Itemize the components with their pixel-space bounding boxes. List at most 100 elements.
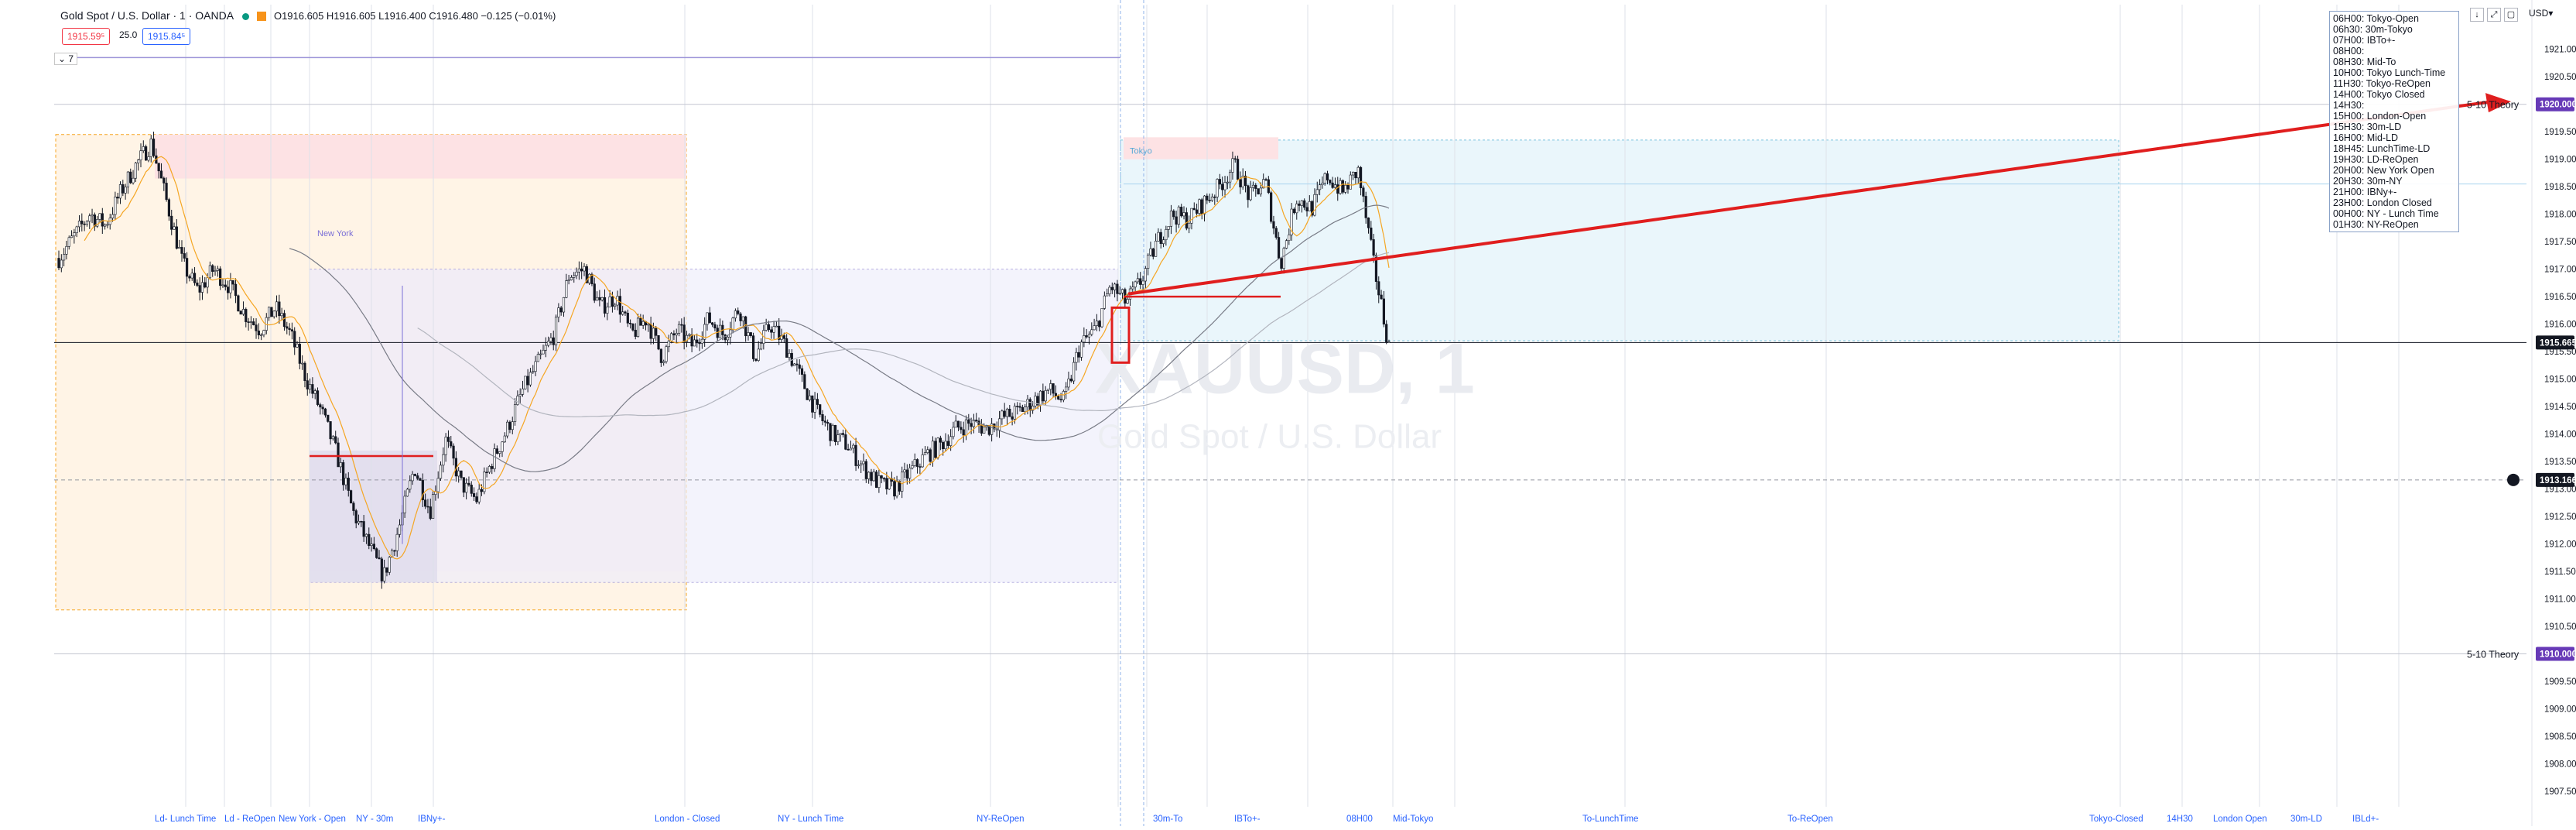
candle-body (534, 361, 537, 372)
ma-fast (84, 156, 1390, 560)
candle-body (792, 363, 796, 366)
candle-body (227, 286, 230, 293)
candle-body (198, 285, 201, 293)
candle-body (1326, 173, 1329, 180)
sell-button[interactable]: 1915.59⁵ (62, 28, 111, 45)
candle-body (734, 310, 737, 319)
candle-body (224, 284, 227, 287)
candle-body (431, 494, 435, 519)
candle-body (1172, 211, 1175, 218)
candle-body (249, 321, 253, 323)
candle-body (186, 258, 189, 277)
candle-body (1042, 390, 1045, 402)
candle-body (737, 310, 740, 314)
fullscreen-icon[interactable]: ⤢ (2487, 8, 2501, 22)
candle-body (1239, 179, 1242, 187)
candle-body (980, 424, 983, 434)
session-time-label: 30m-To (1153, 815, 1182, 824)
candle-body (1036, 396, 1039, 406)
candle-body (529, 372, 532, 386)
candle-body (905, 469, 908, 479)
candle-body (893, 481, 896, 497)
candle-body (819, 404, 822, 415)
candle-body (316, 390, 320, 405)
candle-body (747, 332, 750, 337)
currency-selector[interactable]: USD▾ (2529, 8, 2554, 19)
candle-body (188, 276, 191, 279)
candle-body (1216, 179, 1219, 197)
candle-body (1274, 228, 1278, 238)
session-time-label: NY - 30m (356, 815, 393, 824)
candle-body (944, 441, 947, 450)
candle-body (952, 427, 955, 437)
candle-body (1083, 335, 1086, 343)
crosshair-price-tag: 1913.166 (2540, 476, 2576, 485)
candle-body (983, 427, 986, 434)
square-icon[interactable]: ▢ (2504, 8, 2518, 22)
candle-body (1038, 390, 1042, 406)
candle-body (759, 343, 763, 350)
candle-body (854, 444, 857, 466)
candle-body (1344, 184, 1347, 193)
candle-body (570, 277, 573, 280)
candle-body (911, 465, 914, 468)
candle-body (649, 324, 652, 339)
candle-body (862, 461, 865, 465)
indicator-collapse-toggle[interactable]: ⌄ 7 (54, 53, 78, 65)
candle-body (749, 332, 752, 336)
session-time-label: IBTo+- (1234, 815, 1261, 824)
candle-body (1202, 195, 1206, 214)
y-tick-label: 1915.500 (2544, 348, 2576, 357)
session-time-label: To-LunchTime (1582, 815, 1638, 824)
candle-body (1313, 194, 1316, 216)
session-time-label: 08H00 (1346, 815, 1373, 824)
candle-body (77, 221, 81, 228)
candle-body (655, 328, 658, 336)
candle-body (1315, 189, 1319, 195)
candle-body (1182, 212, 1185, 217)
buy-button[interactable]: 1915.84⁵ (142, 28, 191, 45)
scroll-down-icon[interactable]: ↓ (2470, 8, 2484, 22)
legend-row: 15H30: 30m-LD (2333, 122, 2402, 132)
candle-body (639, 317, 642, 326)
candle-body (286, 326, 289, 329)
candle-body (145, 146, 148, 161)
candle-body (208, 265, 212, 279)
candle-body (1356, 166, 1360, 179)
candle-body (833, 424, 837, 442)
candle-body (798, 364, 801, 369)
candle-body (1323, 173, 1326, 183)
candle-body (1229, 172, 1232, 183)
candle-body (1270, 192, 1273, 222)
legend-row: 23H00: London Closed (2333, 197, 2432, 208)
candle-body (685, 334, 689, 342)
candle-body (503, 435, 506, 443)
y-tick-label: 1909.500 (2544, 677, 2576, 687)
candle-body (342, 462, 345, 485)
legend-row: 01H30: NY-ReOpen (2333, 219, 2419, 230)
candle-body (200, 282, 204, 293)
candle-body (898, 481, 901, 492)
candle-body (493, 448, 496, 469)
crosshair-price-tag-bg (2536, 472, 2574, 487)
candle-body (913, 459, 916, 466)
candle-body (337, 442, 340, 468)
symbol-title[interactable]: Gold Spot / U.S. Dollar · 1 · OANDA (60, 9, 234, 22)
candle-body (1259, 187, 1262, 194)
candle-body (647, 324, 650, 326)
candle-body (1221, 183, 1224, 190)
candle-body (919, 466, 922, 468)
candle-body (544, 345, 547, 351)
y-tick-label: 1910.500 (2544, 622, 2576, 632)
candle-body (962, 429, 965, 436)
candle-body (926, 449, 929, 453)
candle-body (641, 321, 645, 326)
y-tick-label: 1921.000 (2544, 46, 2576, 55)
legend-row: 18H45: LunchTime-LD (2333, 143, 2431, 154)
candle-body (708, 312, 711, 324)
session-time-label: London Open (2213, 815, 2267, 824)
candle-body (688, 334, 691, 336)
candle-body (229, 280, 232, 293)
